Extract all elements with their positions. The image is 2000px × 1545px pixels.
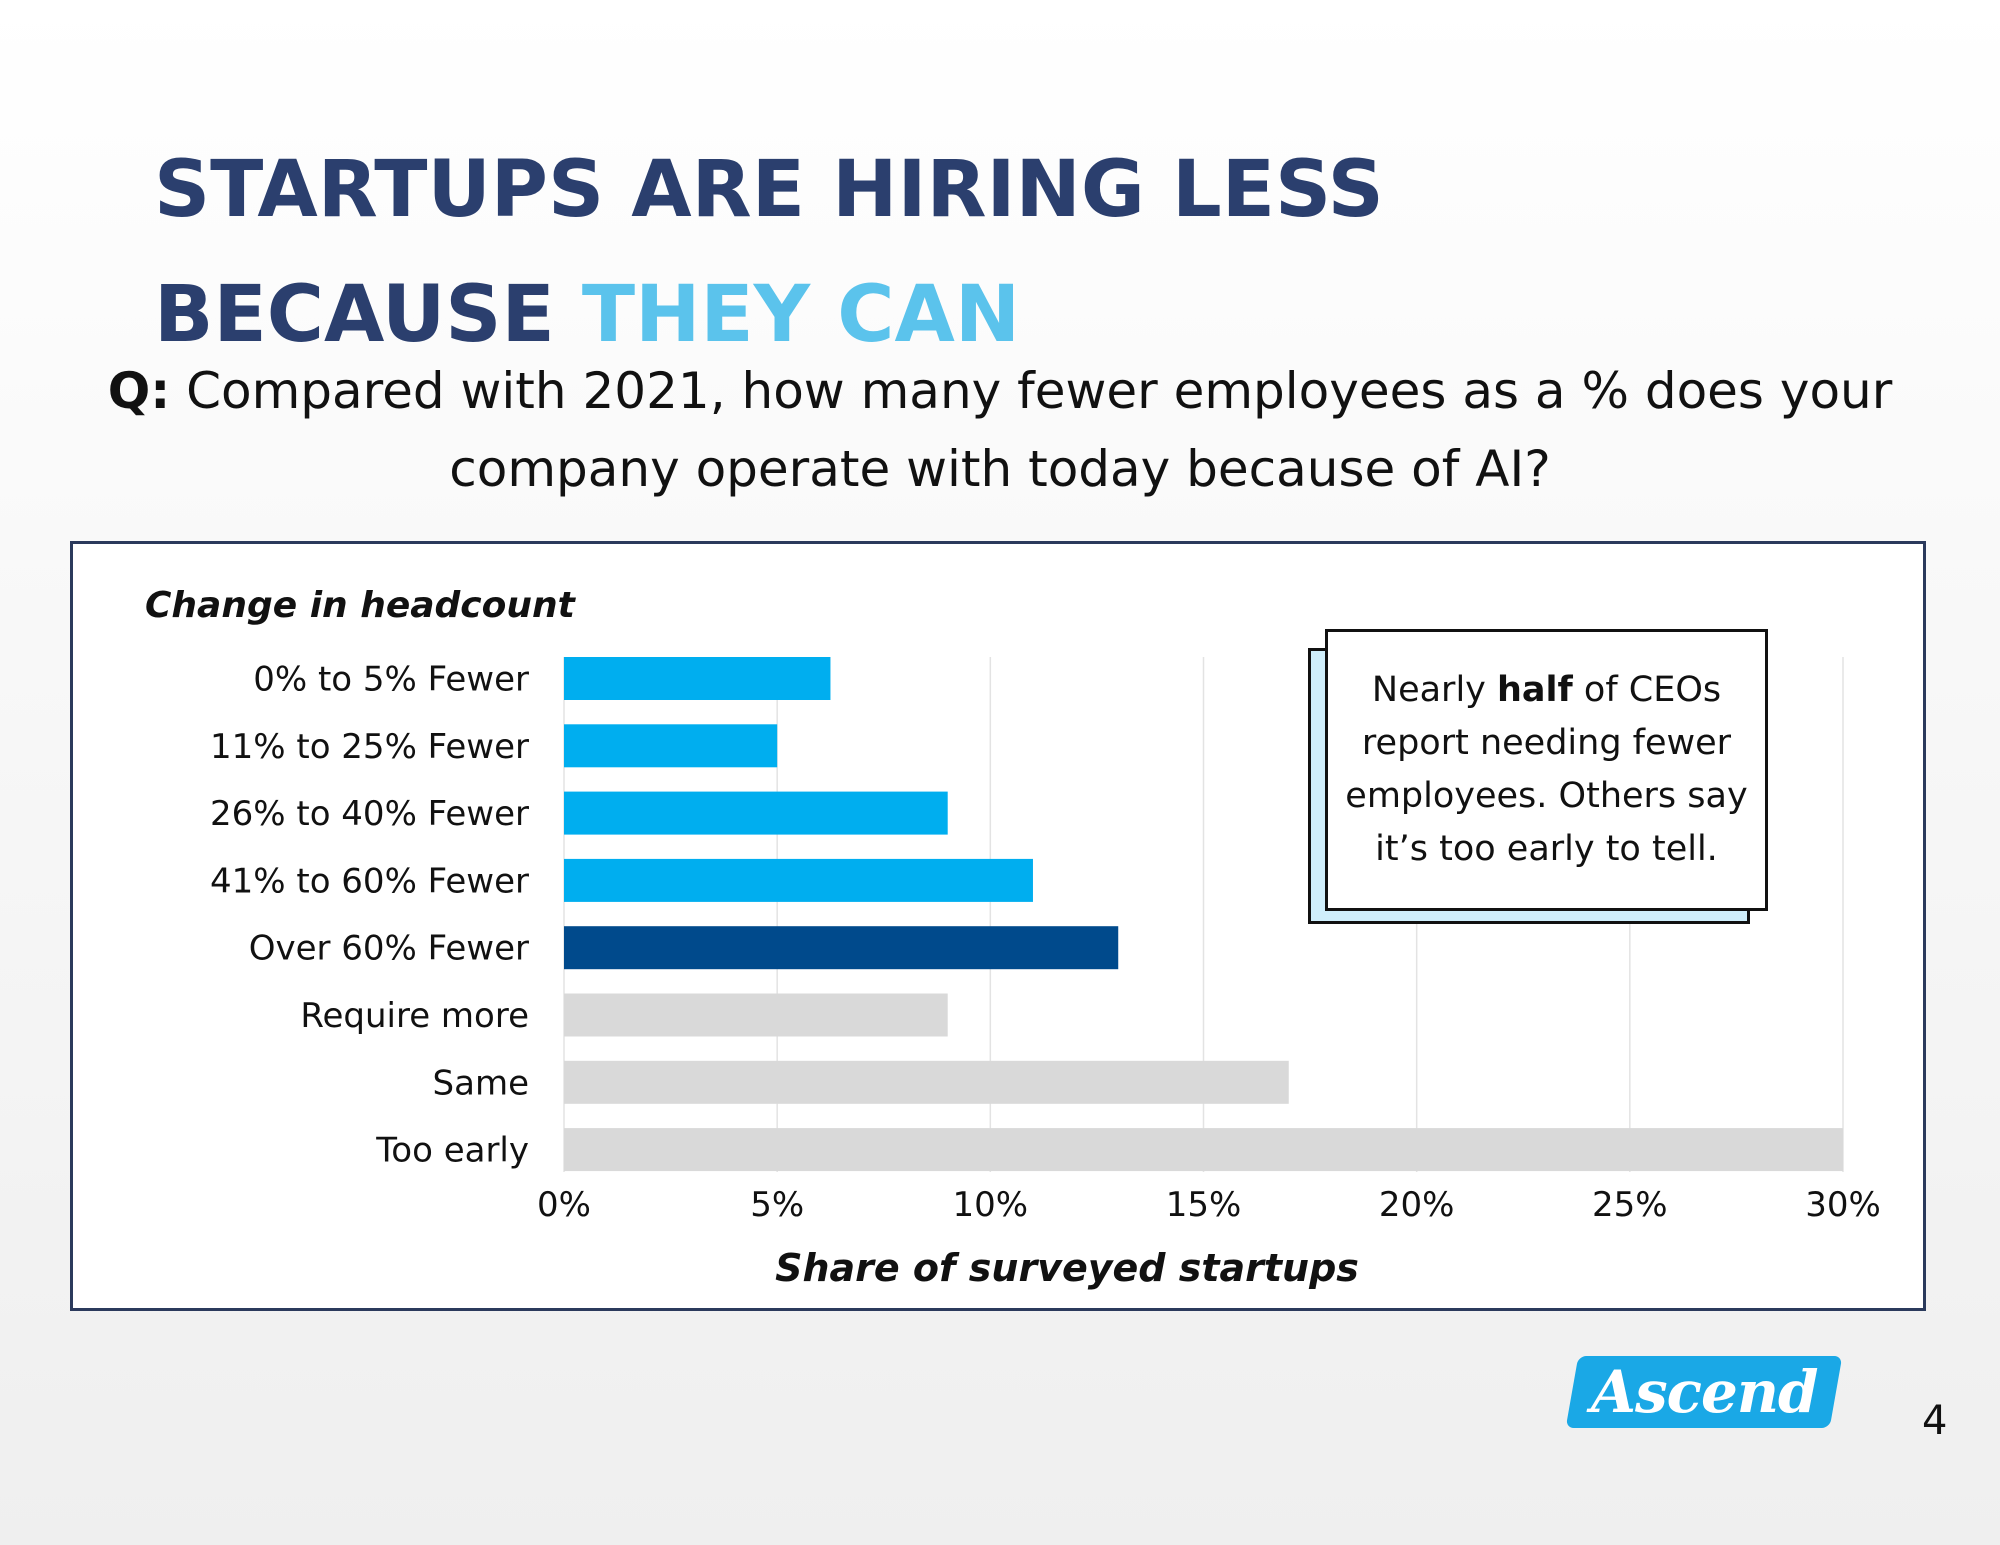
category-label-7: Too early [375,1131,529,1171]
bar-3 [564,858,1033,902]
bar-6 [564,1060,1289,1104]
bar-7 [564,1128,1843,1172]
x-axis-title: Share of surveyed startups [775,1246,1359,1290]
x-tick-label-6: 30% [1805,1185,1881,1225]
title-accent: THEY CAN [581,270,1021,360]
bar-2 [564,791,948,835]
ascend-logo: Ascend [1565,1356,1843,1428]
page-number: 4 [1922,1398,1948,1444]
bar-1 [564,724,778,768]
question-prefix: Q: [107,362,171,420]
category-label-2: 26% to 40% Fewer [210,794,529,834]
y-axis-title: Change in headcount [145,585,577,626]
category-label-3: 41% to 60% Fewer [210,861,529,901]
category-label-4: Over 60% Fewer [249,929,529,969]
title-line-2: BECAUSE [154,270,582,360]
x-tick-label-1: 5% [750,1185,804,1225]
question-text: Compared with 2021, how many fewer emplo… [170,362,1893,498]
category-label-0: 0% to 5% Fewer [253,660,529,700]
callout-text-post: of CEOs report needing fewer employees. … [1345,670,1748,869]
x-tick-label-3: 15% [1166,1185,1242,1225]
callout-text-bold: half [1497,670,1573,710]
title-line-1: STARTUPS ARE HIRING LESS [154,145,1384,235]
x-tick-label-2: 10% [953,1185,1029,1225]
callout-note: Nearly half of CEOs report needing fewer… [1325,629,1768,911]
category-label-1: 11% to 25% Fewer [210,727,529,767]
category-label-5: Require more [300,996,529,1036]
survey-question: Q: Compared with 2021, how many fewer em… [100,352,1900,508]
bar-4 [564,926,1119,970]
x-tick-label-0: 0% [537,1185,591,1225]
bar-5 [564,993,948,1037]
bar-0 [564,657,831,700]
callout-text-pre: Nearly [1371,670,1498,710]
category-label-6: Same [433,1063,529,1103]
x-tick-label-5: 25% [1592,1185,1668,1225]
page-title: STARTUPS ARE HIRING LESS BECAUSE THEY CA… [154,128,1384,378]
logo-text: Ascend [1590,1358,1818,1426]
x-tick-label-4: 20% [1379,1185,1455,1225]
